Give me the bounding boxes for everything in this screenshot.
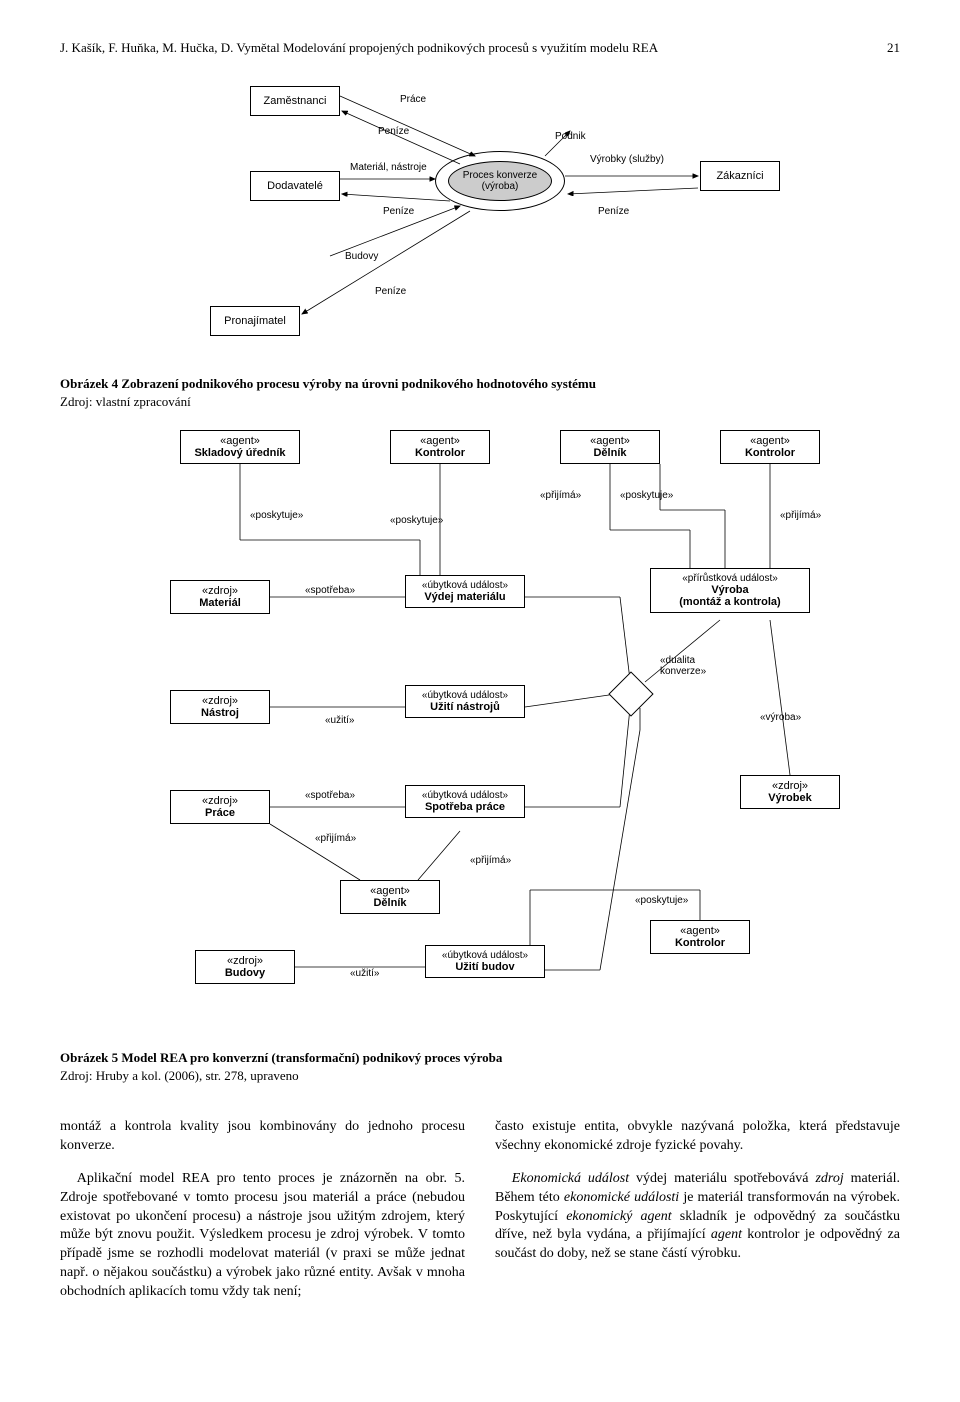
right-p1: často existuje entita, obvykle nazývaná … bbox=[495, 1118, 900, 1156]
lbl-poskytuje4: «poskytuje» bbox=[635, 895, 688, 906]
ellipse-text2: (výroba) bbox=[482, 181, 519, 192]
box-u-nastroju: «úbytková událost»Užití nástrojů bbox=[405, 685, 525, 718]
lbl-uziti2: «užití» bbox=[350, 968, 379, 979]
figure-4-caption: Obrázek 4 Zobrazení podnikového procesu … bbox=[60, 376, 900, 392]
box-ag-kontrolor3: «agent»Kontrolor bbox=[650, 920, 750, 954]
lbl-prijima2: «přijímá» bbox=[780, 510, 821, 521]
figure-5-caption: Obrázek 5 Model REA pro konverzní (trans… bbox=[60, 1050, 900, 1066]
box-z-budovy: «zdroj»Budovy bbox=[195, 950, 295, 984]
body-columns: montáž a kontrola kvality jsou kombinová… bbox=[60, 1104, 900, 1316]
box-ag-delnik2: «agent»Dělník bbox=[340, 880, 440, 914]
process-ellipse-inner: Proces konverze (výroba) bbox=[448, 161, 552, 201]
lbl-prace: Práce bbox=[400, 94, 426, 105]
lbl-penize4: Peníze bbox=[598, 206, 629, 217]
figure-4-source: Zdroj: vlastní zpracování bbox=[60, 394, 900, 410]
lbl-prijima4: «přijímá» bbox=[470, 855, 511, 866]
lbl-vyroba: «výroba» bbox=[760, 712, 801, 723]
page-header: J. Kašík, F. Huňka, M. Hučka, D. Vymětal… bbox=[60, 40, 900, 56]
box-zamestnanci: Zaměstnanci bbox=[250, 86, 340, 116]
lbl-vyrobky: Výrobky (služby) bbox=[590, 154, 664, 165]
box-u-budov: «úbytková událost»Užití budov bbox=[425, 945, 545, 978]
box-z-vyrobek: «zdroj»Výrobek bbox=[740, 775, 840, 809]
right-p2: Ekonomická událost výdej materiálu spotř… bbox=[495, 1170, 900, 1264]
lbl-podnik: Podnik bbox=[555, 131, 586, 142]
lbl-penize2: Peníze bbox=[383, 206, 414, 217]
box-u-sprace: «úbytková událost»Spotřeba práce bbox=[405, 785, 525, 818]
header-page: 21 bbox=[887, 40, 900, 56]
lbl-poskytuje3: «poskytuje» bbox=[620, 490, 673, 501]
lbl-material: Materiál, nástroje bbox=[350, 162, 427, 173]
box-ag-delnik: «agent»Dělník bbox=[560, 430, 660, 464]
left-p2: Aplikační model REA pro tento proces je … bbox=[60, 1170, 465, 1302]
right-column: často existuje entita, obvykle nazývaná … bbox=[495, 1104, 900, 1316]
box-p-vyroba: «přírůstková událost»Výroba(montáž a kon… bbox=[650, 568, 810, 613]
box-z-nastroj: «zdroj»Nástroj bbox=[170, 690, 270, 724]
lbl-spotreba2: «spotřeba» bbox=[305, 790, 355, 801]
lbl-dualita: «dualita konverze» bbox=[660, 655, 730, 677]
figure-5-source: Zdroj: Hruby a kol. (2006), str. 278, up… bbox=[60, 1068, 900, 1084]
diamond-dualita bbox=[608, 671, 653, 716]
box-ag-kontrolor1: «agent»Kontrolor bbox=[390, 430, 490, 464]
box-ag-kontrolor2: «agent»Kontrolor bbox=[720, 430, 820, 464]
header-authors: J. Kašík, F. Huňka, M. Hučka, D. Vymětal… bbox=[60, 40, 658, 56]
box-pronajimatel: Pronajímatel bbox=[210, 306, 300, 336]
lbl-prijima1: «přijímá» bbox=[540, 490, 581, 501]
left-p1: montáž a kontrola kvality jsou kombinová… bbox=[60, 1118, 465, 1156]
lbl-penize3: Peníze bbox=[375, 286, 406, 297]
lbl-poskytuje1: «poskytuje» bbox=[250, 510, 303, 521]
box-dodavatele: Dodavatelé bbox=[250, 171, 340, 201]
box-zakaznici: Zákazníci bbox=[700, 161, 780, 191]
box-ag-sklad: «agent»Skladový úředník bbox=[180, 430, 300, 464]
lbl-spotreba1: «spotřeba» bbox=[305, 585, 355, 596]
lbl-poskytuje2: «poskytuje» bbox=[390, 515, 443, 526]
lbl-prijima3: «přijímá» bbox=[315, 833, 356, 844]
box-u-vydej: «úbytková událost»Výdej materiálu bbox=[405, 575, 525, 608]
figure-4-diagram: Zaměstnanci Dodavatelé Pronajímatel Záka… bbox=[130, 76, 830, 356]
box-z-prace: «zdroj»Práce bbox=[170, 790, 270, 824]
left-column: montáž a kontrola kvality jsou kombinová… bbox=[60, 1104, 465, 1316]
lbl-uziti1: «užití» bbox=[325, 715, 354, 726]
lbl-penize1: Peníze bbox=[378, 126, 409, 137]
ellipse-text1: Proces konverze bbox=[463, 170, 537, 181]
figure-5-diagram: «agent»Skladový úředník «agent»Kontrolor… bbox=[100, 430, 860, 1030]
box-z-material: «zdroj»Materiál bbox=[170, 580, 270, 614]
lbl-budovy: Budovy bbox=[345, 251, 378, 262]
